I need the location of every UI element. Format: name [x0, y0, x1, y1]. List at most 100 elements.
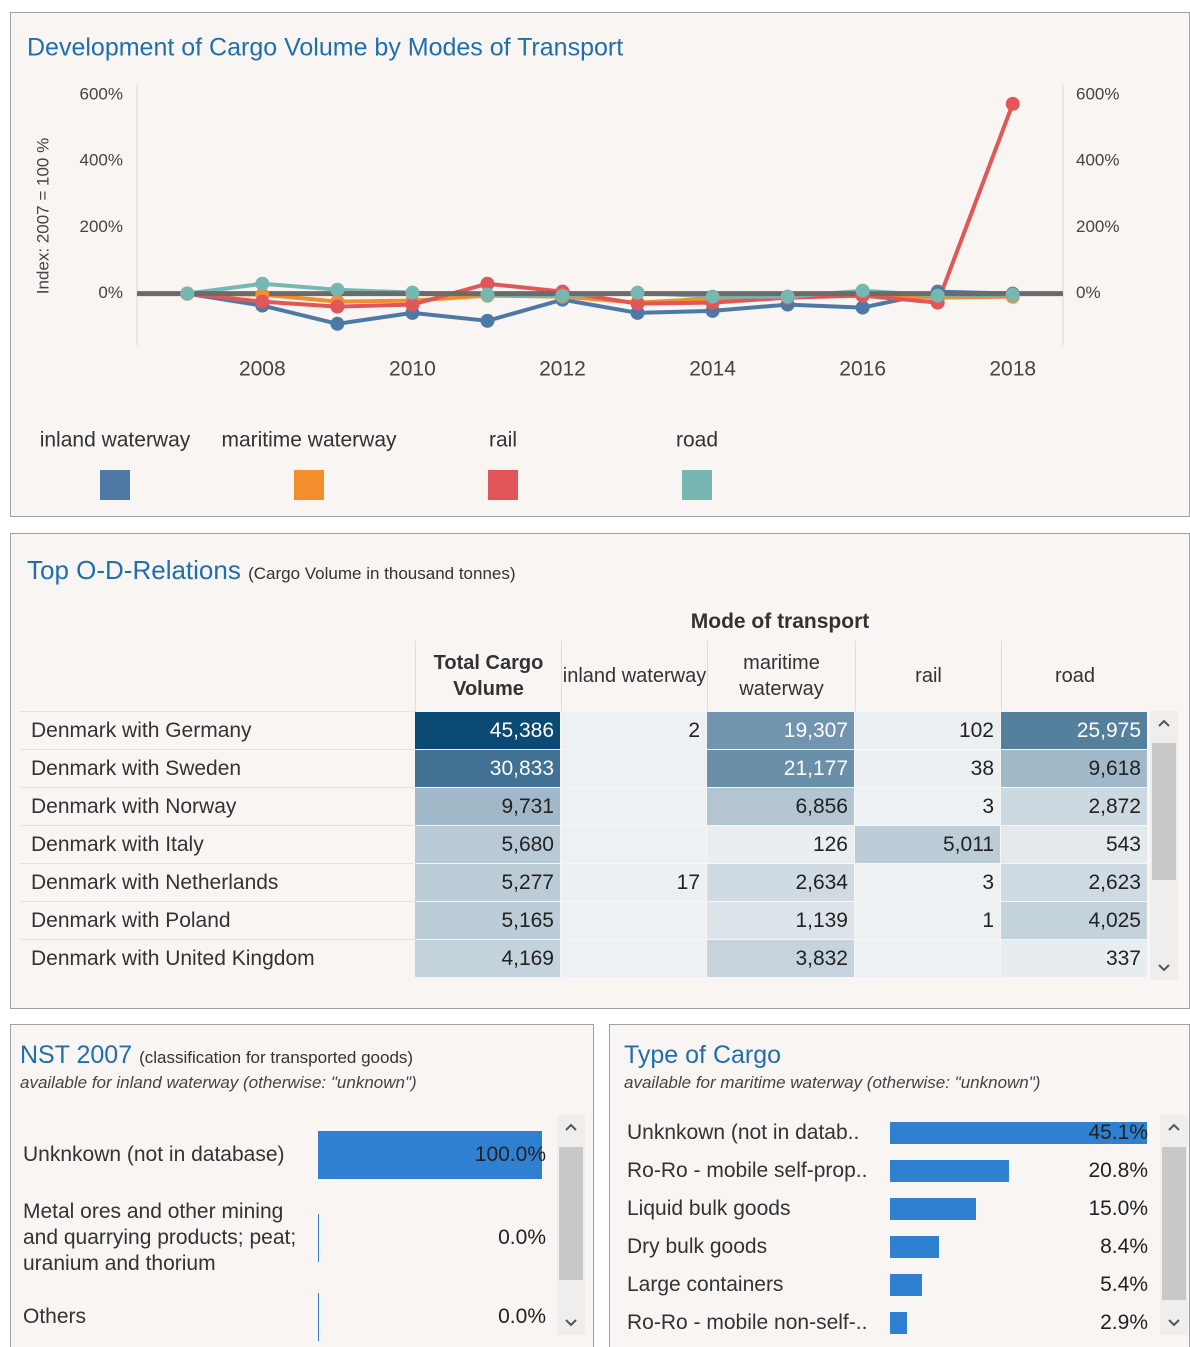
column-header: road	[1001, 641, 1148, 711]
column-header: maritime waterway	[707, 641, 855, 711]
line-chart: Development of Cargo Volume by Modes of …	[27, 34, 1119, 500]
bar	[318, 1293, 319, 1341]
table-cell: 2,872	[1001, 788, 1147, 825]
category-label: Large containers	[627, 1273, 784, 1296]
y-tick-label: 400%	[80, 151, 123, 170]
y-tick-label: 200%	[80, 217, 123, 236]
data-point	[330, 299, 345, 314]
table-cell: 9,618	[1001, 750, 1147, 787]
data-point	[330, 282, 345, 297]
y-tick-label: 0%	[98, 283, 123, 302]
data-point	[855, 300, 870, 315]
scroll-down	[1158, 964, 1170, 972]
legend-swatch	[488, 470, 518, 500]
scroll-up	[1168, 1123, 1180, 1131]
data-point	[480, 287, 495, 302]
table-cell: 30,833	[415, 750, 560, 787]
category-label: Unknkown (not in database)	[23, 1143, 285, 1166]
nst-panel	[10, 1024, 594, 1347]
table-cell: 25,975	[1001, 712, 1147, 749]
table-cell: 1,139	[707, 902, 854, 939]
category-label: Ro-Ro - mobile non-self-..	[627, 1311, 868, 1334]
value-label: 15.0%	[1088, 1197, 1148, 1220]
y-axis-label: Index: 2007 = 100 %	[33, 138, 52, 294]
data-point	[855, 283, 870, 298]
table-cell: 19,307	[707, 712, 854, 749]
cargo-title: Type of Cargo	[624, 1041, 782, 1069]
category-label: Liquid bulk goods	[627, 1197, 791, 1220]
table-cell: 3	[855, 788, 1000, 825]
scroll-arrows[interactable]	[557, 1115, 585, 1335]
table-cell: 1	[855, 902, 1000, 939]
table-cell	[561, 788, 706, 825]
category-label: Others	[23, 1305, 87, 1328]
table-cell: 17	[561, 864, 706, 901]
table-cell: 45,386	[415, 712, 560, 749]
bar	[890, 1198, 977, 1220]
x-tick-label: 2018	[989, 358, 1036, 381]
x-tick-label: 2010	[389, 358, 436, 381]
scroll-arrows[interactable]	[1150, 711, 1178, 980]
scroll-arrows[interactable]	[1160, 1115, 1188, 1335]
scroll-thumb	[1162, 1147, 1186, 1300]
table-cell: 4,169	[415, 940, 560, 977]
bar	[890, 1312, 908, 1334]
data-point	[630, 285, 645, 300]
column-header: rail	[855, 641, 1001, 711]
value-label: 8.4%	[1100, 1235, 1148, 1258]
scroll-thumb	[559, 1147, 583, 1280]
value-label: 0.0%	[498, 1305, 546, 1328]
row-label: Denmark with Italy	[20, 825, 416, 864]
data-point	[705, 289, 720, 304]
nst-note: available for inland waterway (otherwise…	[20, 1073, 417, 1092]
data-point	[630, 296, 645, 311]
scroll-up	[1158, 719, 1170, 727]
nst-subtitle: (classification for transported goods)	[139, 1048, 414, 1067]
data-point	[330, 316, 345, 331]
table-cell	[561, 826, 706, 863]
table-title: Top O-D-Relations (Cargo Volume in thous…	[27, 555, 516, 589]
x-tick-label: 2016	[839, 358, 886, 381]
table-subtitle: (Cargo Volume in thousand tonnes)	[248, 564, 516, 583]
data-point	[1005, 287, 1020, 302]
data-point	[480, 276, 495, 291]
bar	[318, 1214, 319, 1262]
legend-label: road	[676, 429, 718, 452]
row-label: Denmark with Sweden	[20, 749, 416, 788]
y2-tick-label: 400%	[1076, 151, 1119, 170]
bar	[890, 1122, 1147, 1144]
legend-swatch	[100, 470, 130, 500]
table-cell: 2,623	[1001, 864, 1147, 901]
series-line	[187, 103, 1015, 309]
series-line	[186, 289, 1013, 326]
table-cell	[561, 902, 706, 939]
table-cell: 2,634	[707, 864, 854, 901]
legend-label: inland waterway	[40, 429, 191, 452]
data-point	[930, 288, 945, 303]
table-cell: 6,856	[707, 788, 854, 825]
x-tick-label: 2014	[689, 358, 736, 381]
table-cell: 2	[561, 712, 706, 749]
data-point	[555, 288, 570, 303]
table-cell: 9,731	[415, 788, 560, 825]
table-cell: 5,011	[855, 826, 1000, 863]
table-cell: 543	[1001, 826, 1147, 863]
value-label: 20.8%	[1088, 1159, 1148, 1182]
table-cell: 3,832	[707, 940, 854, 977]
value-label: 5.4%	[1100, 1273, 1148, 1296]
row-label: Denmark with Germany	[20, 711, 416, 750]
nst-title: NST 2007 (classification for transported…	[20, 1040, 413, 1073]
bar	[318, 1131, 542, 1179]
table-cell	[561, 940, 706, 977]
table-cell	[561, 750, 706, 787]
category-label: Unknkown (not in datab..	[627, 1121, 860, 1144]
value-label: 45.1%	[1088, 1121, 1148, 1144]
legend-swatch	[682, 470, 712, 500]
table-cell: 5,165	[415, 902, 560, 939]
scroll-down	[1168, 1319, 1180, 1327]
table-cell: 5,680	[415, 826, 560, 863]
y2-tick-label: 600%	[1076, 84, 1119, 103]
category-label: Metal ores and other mining and quarryin…	[23, 1200, 297, 1275]
table-cell: 3	[855, 864, 1000, 901]
data-point	[780, 289, 795, 304]
